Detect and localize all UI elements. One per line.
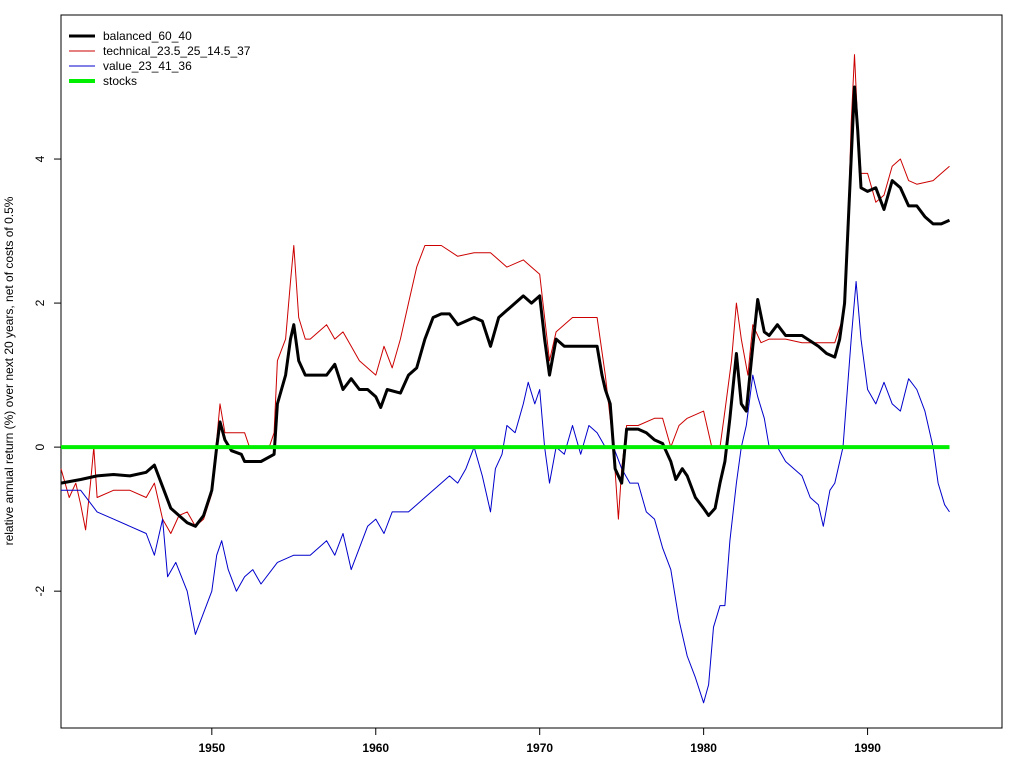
y-tick-label: 2 [33, 299, 47, 306]
y-tick-label: 4 [33, 155, 47, 162]
legend-label: stocks [103, 74, 137, 88]
y-axis-title: relative annual return (%) over next 20 … [2, 196, 16, 545]
legend-label: value_23_41_36 [103, 59, 192, 73]
series-line-technical-23-5-25-14-5-37 [60, 54, 950, 534]
legend-label: technical_23.5_25_14.5_37 [103, 44, 251, 58]
legend: balanced_60_40technical_23.5_25_14.5_37v… [69, 29, 251, 88]
plot-frame [60, 14, 1003, 729]
x-tick-label: 1950 [198, 741, 225, 755]
y-axis: -2 0 2 4 [33, 155, 61, 596]
x-tick-label: 1990 [854, 741, 881, 755]
series-line-balanced-60-40 [60, 85, 951, 528]
legend-label: balanced_60_40 [103, 29, 192, 43]
x-axis: 1950 1960 1970 1980 1990 [198, 728, 881, 755]
y-tick-label: 0 [33, 443, 47, 450]
series-layer [60, 54, 951, 704]
x-tick-label: 1960 [362, 741, 389, 755]
x-tick-label: 1980 [690, 741, 717, 755]
x-tick-label: 1970 [526, 741, 553, 755]
y-tick-label: -2 [33, 586, 47, 597]
series-line-value-23-41-36 [61, 281, 950, 704]
